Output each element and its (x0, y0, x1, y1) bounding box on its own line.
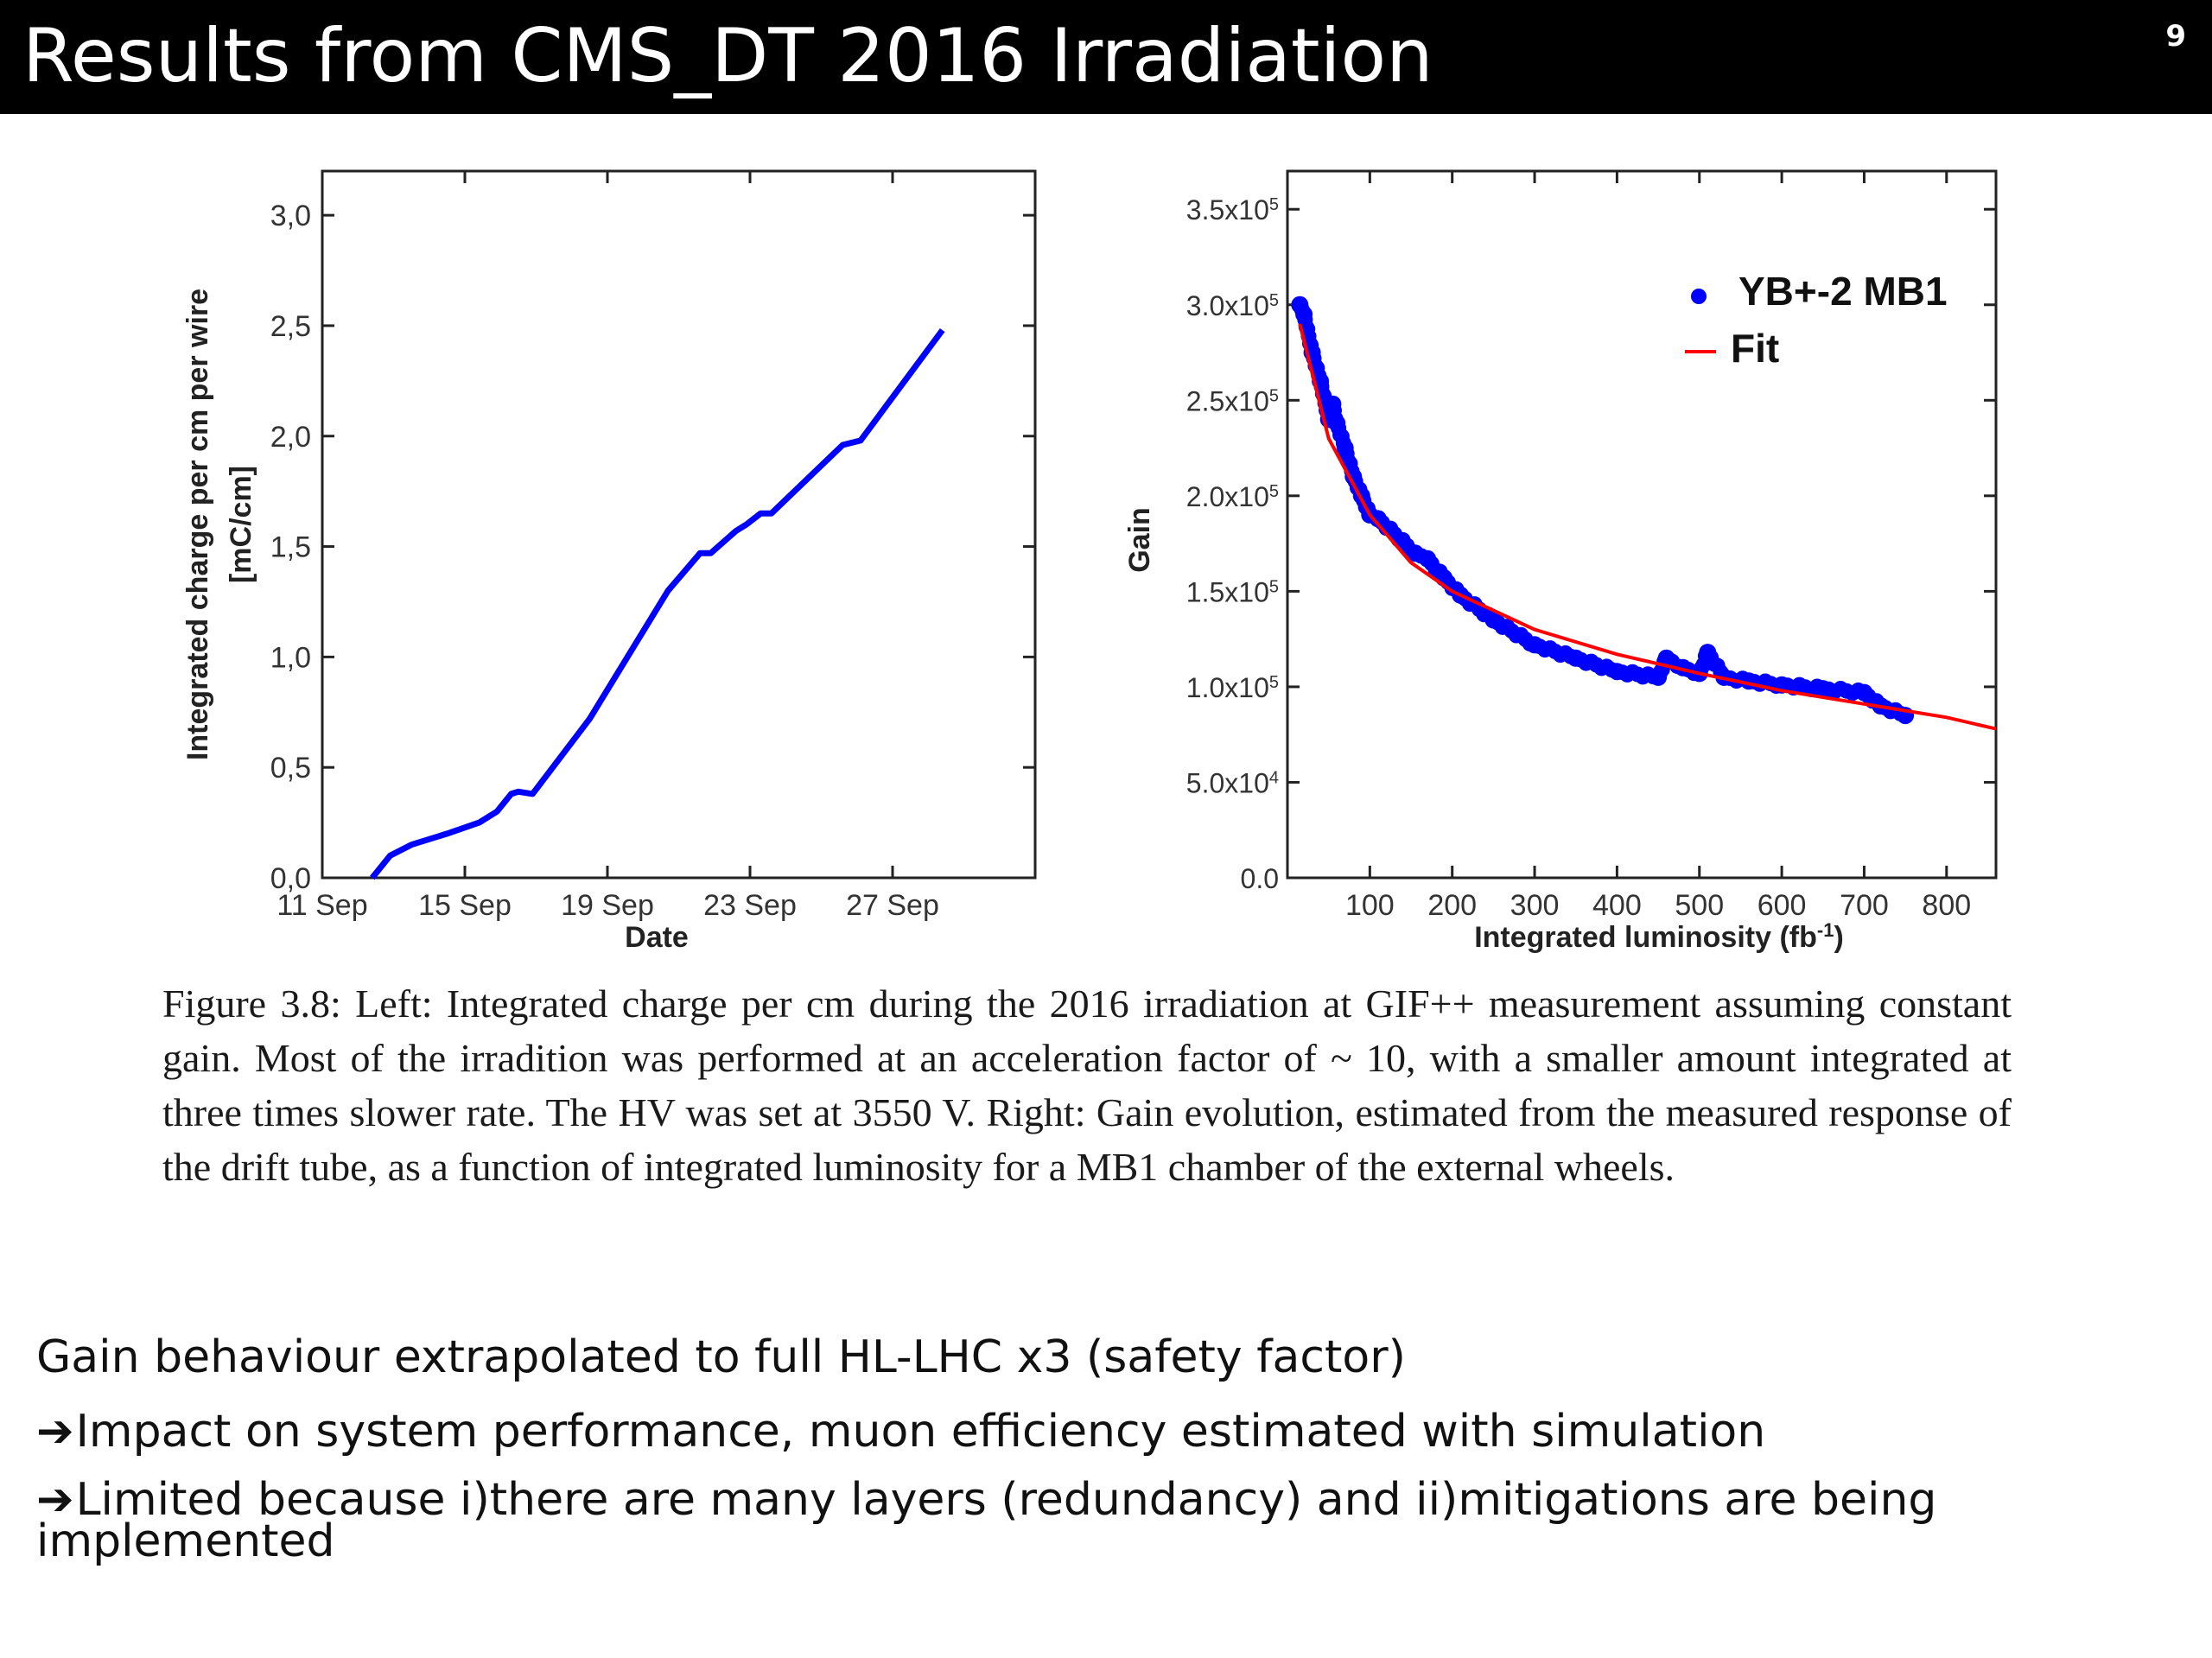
caption-label: Figure 3.8: (162, 981, 341, 1026)
right-x-tick-label: 200 (1427, 889, 1477, 922)
left-y-tick-label: 2,5 (270, 310, 311, 343)
right-x-tick-label: 300 (1510, 889, 1560, 922)
bullet-line-1: Gain behaviour extrapolated to full HL-L… (36, 1331, 2179, 1384)
slide-title: Results from CMS_DT 2016 Irradiation (22, 13, 1433, 99)
integrated-charge-line (370, 328, 945, 880)
legend-marker-data (1691, 289, 1707, 304)
bullet-text-3: Limited because i)there are many layers … (36, 1474, 1937, 1567)
right-y-tick-label: 2.0x105 (1186, 481, 1279, 512)
left-y-axis-label-line1: Integrated charge per cm per wire (181, 289, 214, 760)
right-x-axis-label: Integrated luminosity (fb-1) (1474, 919, 1844, 955)
bullet-line-2: ➔Impact on system performance, muon effi… (36, 1405, 2179, 1458)
left-x-tick-label: 27 Sep (846, 889, 939, 922)
left-x-tick-label: 11 Sep (276, 889, 367, 922)
integrated-charge-chart: 11 Sep 15 Sep 19 Sep 23 Sep 27 Sep 0,0 0,5 1,0… (181, 169, 1037, 954)
bullet-text-2: Impact on system performance, muon effic… (75, 1406, 1766, 1458)
right-y-tick-label: 3.0x105 (1186, 290, 1279, 321)
right-x-tick-label: 500 (1675, 889, 1724, 922)
right-y-tick-label: 0.0 (1241, 863, 1279, 894)
left-x-tick-label: 15 Sep (418, 889, 512, 922)
right-x-tick-label: 400 (1592, 889, 1642, 922)
left-y-tick-label: 0,0 (270, 862, 311, 895)
left-y-axis-label-line2: [mC/cm] (225, 466, 257, 583)
bullet-text-1: Gain behaviour extrapolated to full HL-L… (36, 1331, 1406, 1383)
caption-text: Left: Integrated charge per cm during th… (162, 981, 2012, 1189)
slide-number: 9 (2165, 19, 2186, 54)
left-y-tick-label: 1,5 (270, 531, 311, 564)
left-y-tick-label: 2,0 (270, 421, 311, 454)
right-y-tick-label: 3.5x105 (1186, 194, 1279, 226)
right-plot-frame (1286, 169, 1998, 880)
left-x-tick-label: 19 Sep (561, 889, 654, 922)
right-x-tick-label: 700 (1840, 889, 1889, 922)
left-y-tick-label: 3,0 (270, 200, 311, 232)
left-x-axis-label: Date (625, 921, 689, 954)
left-y-tick-label: 0,5 (270, 752, 311, 785)
fit-curve (1298, 323, 1997, 731)
gain-chart: 100 200 300 400 500 600 700 800 0.0 5.0x104 1.0x1… (1123, 169, 1998, 955)
arrow-right-icon: ➔ (36, 1474, 74, 1526)
left-y-tick-label: 1,0 (270, 641, 311, 674)
arrow-right-icon: ➔ (36, 1406, 74, 1458)
left-plot-frame (321, 169, 1037, 880)
right-x-tick-label: 100 (1345, 889, 1395, 922)
legend-label-data: YB+-2 MB1 (1738, 269, 1948, 314)
right-x-tick-label: 600 (1758, 889, 1807, 922)
bullet-line-3: ➔Limited because i)there are many layers… (36, 1474, 2179, 1564)
right-y-tick-label: 1.0x105 (1186, 672, 1279, 703)
right-x-tick-label: 800 (1922, 889, 1971, 922)
right-y-tick-label: 2.5x105 (1186, 385, 1279, 416)
right-y-tick-label: 1.5x105 (1186, 576, 1279, 607)
bullet-list: Gain behaviour extrapolated to full HL-L… (36, 1331, 2179, 1583)
left-x-tick-label: 23 Sep (703, 889, 797, 922)
figure-charts: 11 Sep 15 Sep 19 Sep 23 Sep 27 Sep 0,0 0,5 1,0… (181, 169, 1998, 955)
legend-label-fit: Fit (1731, 326, 1779, 371)
title-bar: Results from CMS_DT 2016 Irradiation 9 (0, 0, 2212, 114)
figure-caption: Figure 3.8: Left: Integrated charge per … (162, 976, 2012, 1194)
right-y-tick-label: 5.0x104 (1186, 767, 1279, 798)
right-y-axis-label: Gain (1123, 507, 1156, 573)
